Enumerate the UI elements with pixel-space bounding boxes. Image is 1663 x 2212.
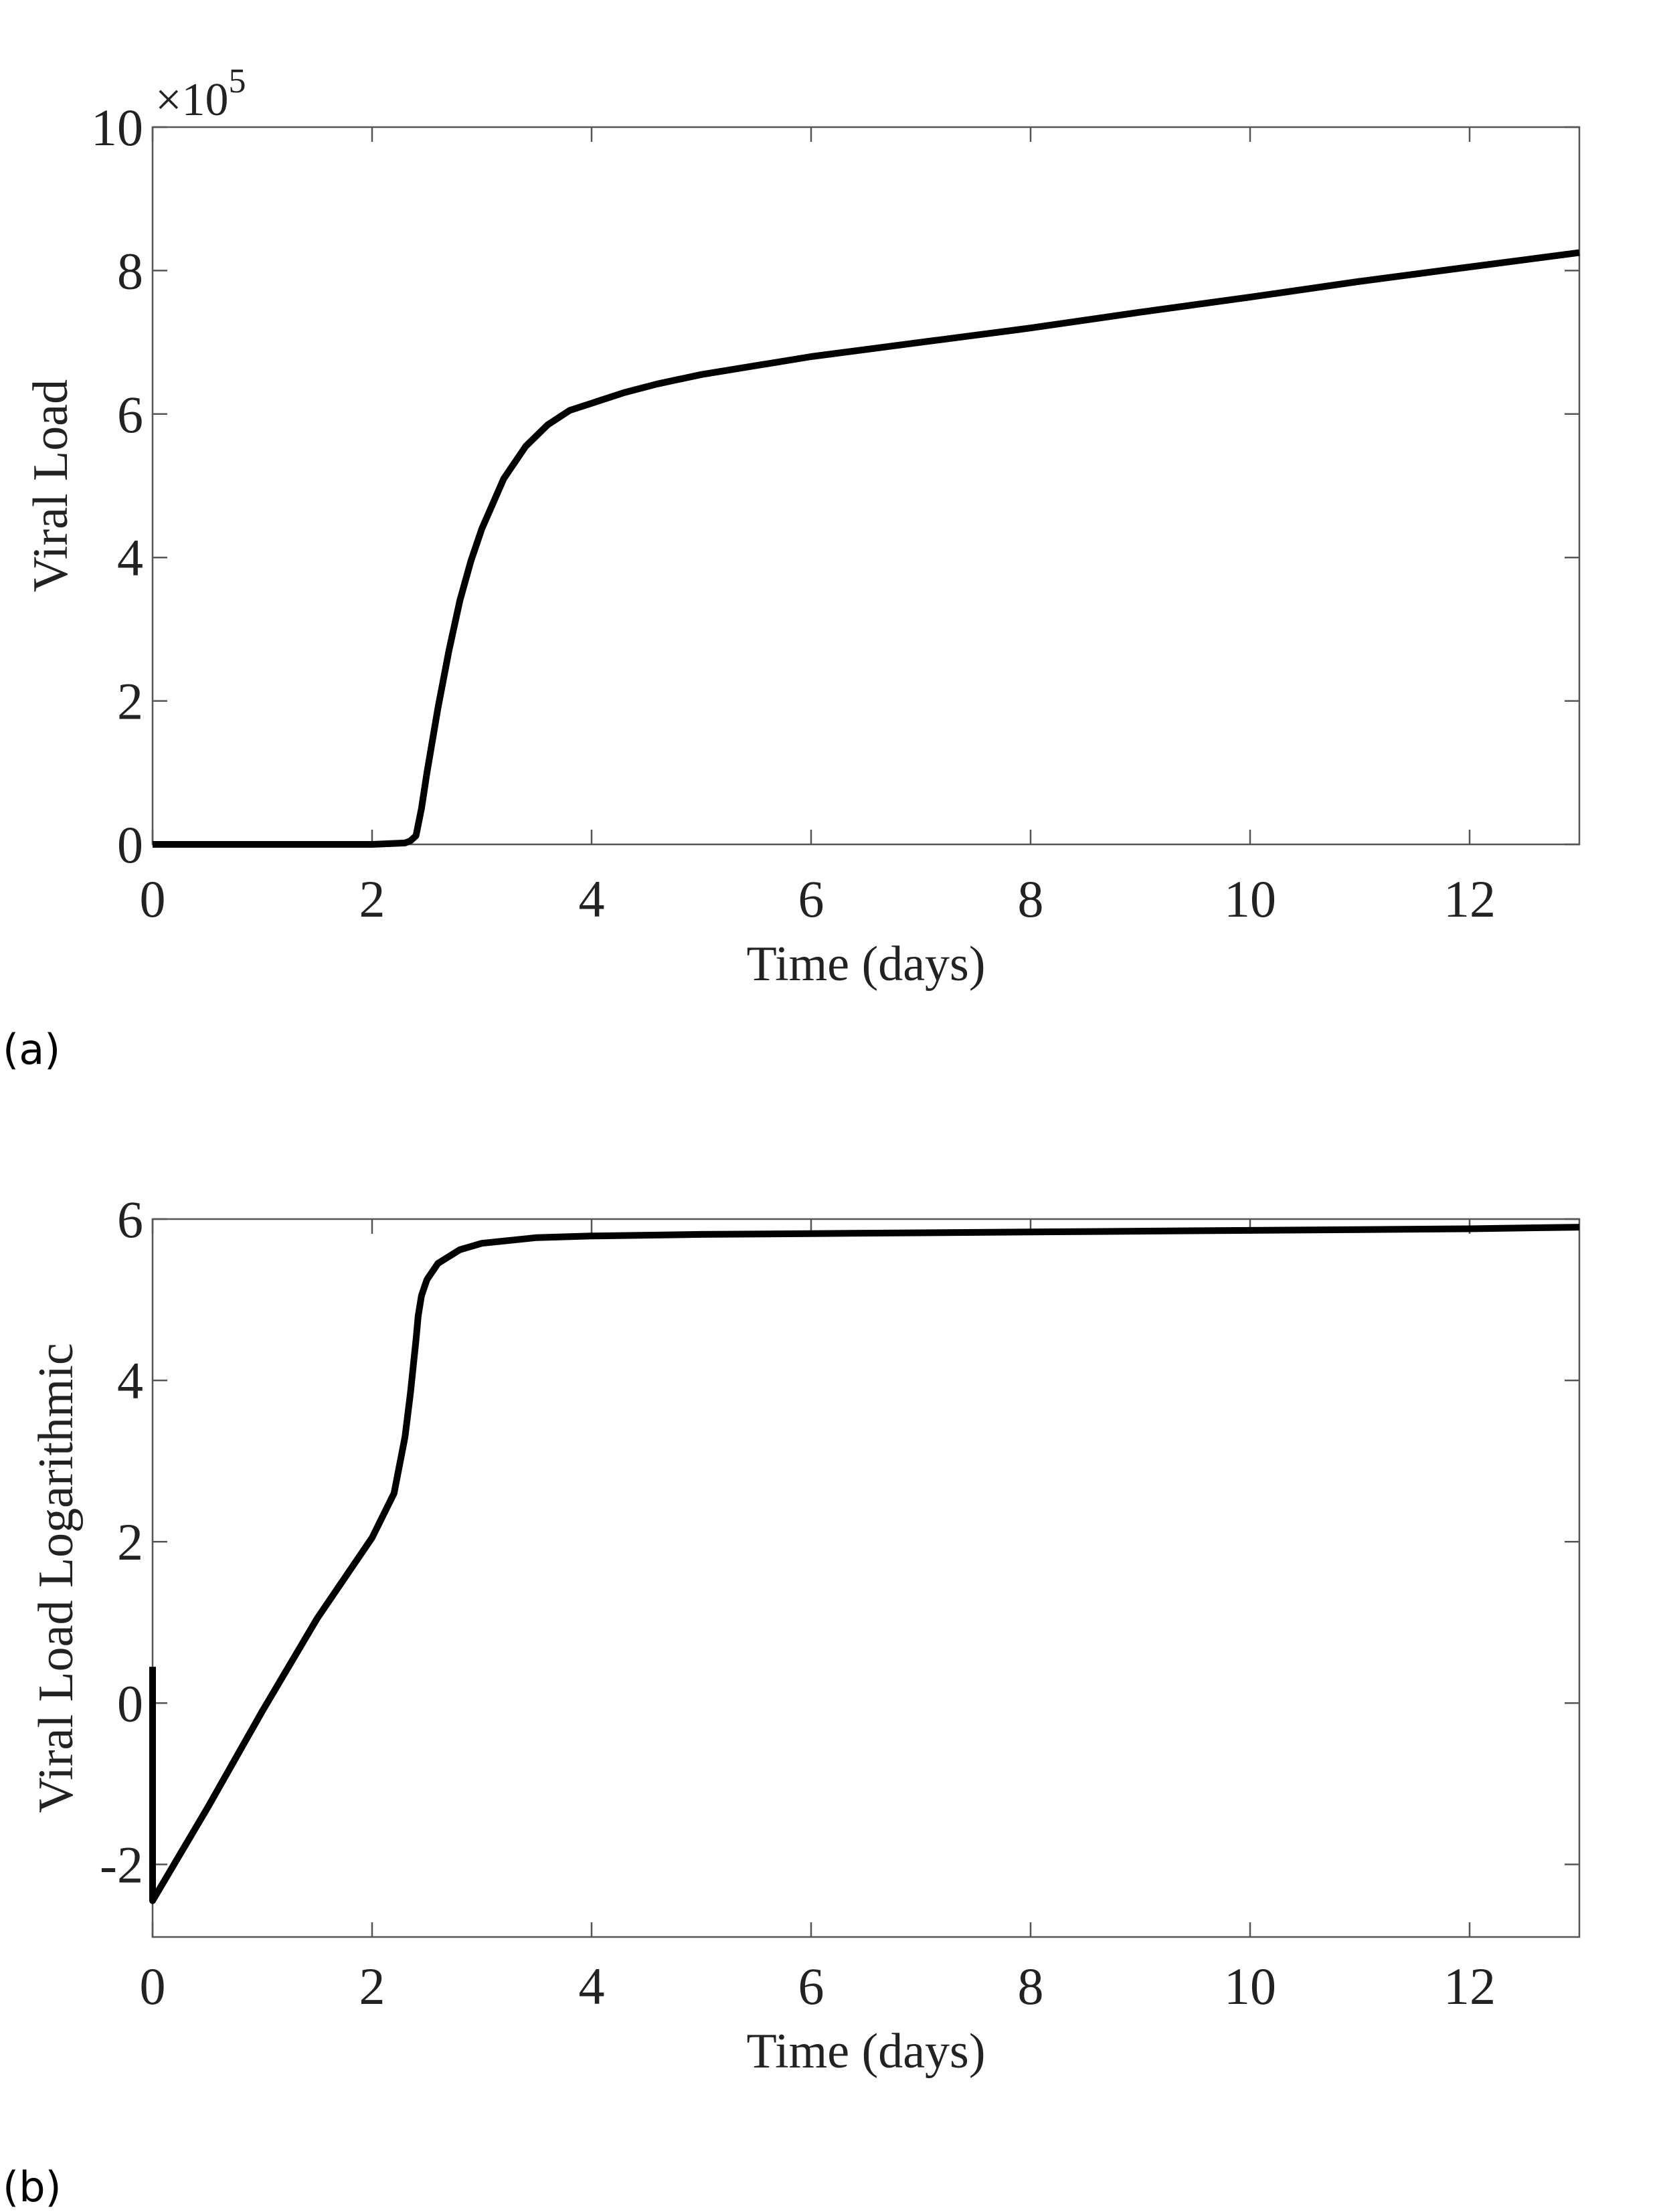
panel-label: (b) [3,2162,62,2211]
series-line-1 [149,1224,1580,1904]
y-exponent-power: 5 [228,62,246,100]
x-tick-label: 4 [579,1957,605,2015]
x-tick-label: 4 [579,870,605,928]
x-tick-label: 10 [1224,1957,1276,2015]
plot-frame [151,1218,1581,1938]
plot-frame [151,126,1581,846]
y-axis-label: Viral Load Logarithmic [29,1343,84,1813]
x-tick-label: 12 [1443,1957,1496,2015]
y-tick-label: 2 [117,1513,143,1571]
x-tick-label: 0 [140,1957,166,2015]
x-tick-label: 2 [359,870,385,928]
y-tick-label: 0 [117,816,143,874]
x-tick-label: 10 [1224,870,1276,928]
x-tick-label: 0 [140,870,166,928]
y-exponent-label: ×105 [155,62,246,126]
y-tick-label: 6 [117,1190,143,1249]
y-tick-label: 4 [117,1352,143,1410]
y-tick-label: 6 [117,385,143,444]
panel-label: (a) [3,1025,60,1074]
x-axis-label: Time (days) [747,2024,986,2079]
y-exponent-base: ×10 [155,74,228,126]
y-tick-label: 8 [117,242,143,300]
y-tick-label: 4 [117,529,143,587]
x-tick-label: 6 [798,1957,824,2015]
x-tick-label: 8 [1018,1957,1044,2015]
y-tick-label: 10 [91,98,143,157]
x-tick-label: 8 [1018,870,1044,928]
y-tick-label: -2 [100,1835,143,1894]
y-tick-label: 2 [117,672,143,731]
series-line-1 [153,249,1580,848]
x-tick-label: 2 [359,1957,385,2015]
x-tick-label: 12 [1443,870,1496,928]
x-axis-label: Time (days) [747,937,986,992]
x-tick-label: 6 [798,870,824,928]
y-axis-label: Viral Load [23,379,78,592]
y-tick-label: 0 [117,1674,143,1732]
chart-panel-b: 0 2 4 6 8 10 12 -2 0 2 4 6 Time (days) Viral Load Log… [3,1190,1581,2211]
